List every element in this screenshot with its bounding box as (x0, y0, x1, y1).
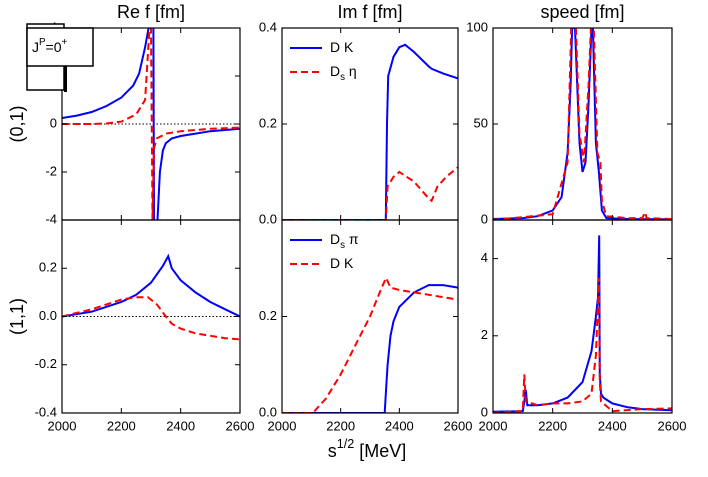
legend-label: D K (330, 255, 354, 271)
x-axis-label-part: s (328, 441, 337, 461)
y-tick-label: -0.2 (35, 356, 57, 371)
data-line (282, 275, 458, 413)
box-label: JP=0+ (32, 37, 68, 55)
data-line (282, 43, 458, 220)
y-tick-label: 0 (50, 115, 57, 130)
x-tick-label: 2600 (658, 418, 687, 433)
x-tick-label: 2000 (479, 418, 508, 433)
data-line (62, 253, 240, 318)
data-line (282, 284, 458, 413)
x-tick-label: 2200 (538, 418, 567, 433)
y-tick-label: 0.0 (39, 308, 57, 323)
y-tick-label: 0.2 (259, 308, 277, 323)
y-tick-label: 100 (466, 19, 488, 34)
y-tick-label: -2 (45, 163, 57, 178)
column-title: speed [fm] (540, 2, 624, 22)
box-label-part: =0 (46, 39, 62, 55)
legend-label-part: D (330, 231, 340, 247)
y-tick-label: 0.4 (259, 19, 277, 34)
y-tick-label: 0.0 (259, 404, 277, 419)
x-tick-label: 2600 (226, 418, 255, 433)
column-title: Re f [fm] (117, 2, 185, 22)
data-line (62, 296, 240, 341)
x-axis-label-part: 1/2 (337, 437, 355, 451)
y-tick-label: 4 (481, 250, 488, 265)
x-tick-label: 2400 (166, 418, 195, 433)
box-label-part: J (32, 39, 39, 55)
legend-label: Ds η (330, 63, 357, 83)
x-tick-label: 2200 (107, 418, 136, 433)
legend-label: D K (330, 39, 354, 55)
x-axis-label-part: [MeV] (354, 441, 406, 461)
x-tick-label: 2000 (48, 418, 77, 433)
x-axis-label: s1/2 [MeV] (328, 437, 407, 460)
plot-frame (281, 27, 459, 221)
plot-frame (492, 27, 673, 221)
x-tick-label: 2600 (444, 418, 473, 433)
legend-label-part: s (340, 72, 345, 83)
row-label: (0,1) (7, 105, 27, 142)
y-tick-label: 0 (481, 211, 488, 226)
legend-label-part: s (340, 240, 345, 251)
data-line (493, 235, 672, 413)
data-line (493, 28, 672, 220)
data-line (493, 277, 672, 413)
legend-label-part: D K (330, 39, 354, 55)
legend-label: Ds π (330, 231, 359, 251)
y-tick-label: 0 (481, 404, 488, 419)
y-tick-label: 2 (481, 327, 488, 342)
box-label-bg (26, 27, 94, 67)
box-label-part: P (39, 37, 46, 48)
column-title: Im f [fm] (338, 2, 403, 22)
data-line (62, 28, 240, 220)
row-label: (1,1) (7, 298, 27, 335)
data-line (493, 28, 672, 220)
x-tick-label: 2400 (385, 418, 414, 433)
y-tick-label: 0.2 (259, 115, 277, 130)
x-tick-label: 2200 (326, 418, 355, 433)
legend-label-part: D (330, 63, 340, 79)
x-tick-label: 2400 (598, 418, 627, 433)
y-tick-label: -0.4 (35, 404, 57, 419)
y-tick-label: 0.2 (39, 260, 57, 275)
data-line (282, 166, 458, 220)
plot-frame (492, 219, 673, 414)
legend-label-part: π (345, 231, 359, 247)
legend-label-part: η (345, 63, 357, 79)
x-tick-label: 2000 (268, 418, 297, 433)
box-label-part: + (62, 37, 68, 48)
y-tick-label: 50 (474, 115, 488, 130)
y-tick-label: 0.0 (259, 211, 277, 226)
y-tick-label: -4 (45, 211, 57, 226)
legend-label-part: D K (330, 255, 354, 271)
